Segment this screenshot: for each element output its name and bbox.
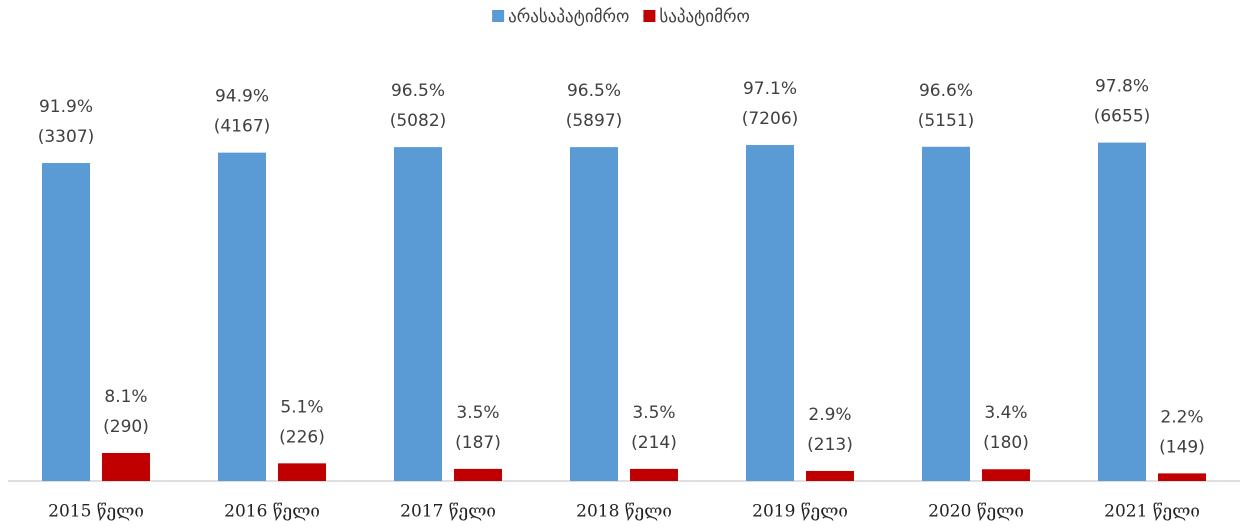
bar — [1098, 142, 1146, 481]
data-label: 96.5% — [567, 81, 621, 101]
x-tick-label: 2017 წელი — [400, 502, 496, 522]
data-label: 97.1% — [743, 79, 797, 99]
data-label: 8.1% — [104, 387, 147, 407]
data-label: 3.5% — [456, 403, 499, 423]
data-label: 2.2% — [1160, 407, 1203, 427]
data-label: 96.6% — [919, 81, 973, 101]
data-label: (5151) — [918, 111, 975, 131]
data-label: (4167) — [214, 117, 271, 137]
data-label: (149) — [1159, 437, 1205, 457]
data-label: 2.9% — [808, 405, 851, 425]
data-label: (7206) — [742, 109, 799, 129]
bar — [454, 468, 502, 481]
data-label: 91.9% — [39, 97, 93, 117]
legend-swatch — [492, 10, 505, 22]
data-label: 96.5% — [391, 81, 445, 101]
data-label: (6655) — [1094, 107, 1151, 127]
legend-label: არასაპატიმრო — [508, 7, 629, 27]
data-label: (180) — [983, 433, 1029, 453]
data-label: 94.9% — [215, 87, 269, 107]
data-label: (5082) — [390, 111, 447, 131]
bar — [102, 452, 150, 481]
x-tick-label: 2018 წელი — [576, 502, 672, 522]
data-label: (5897) — [566, 111, 623, 131]
data-label: (3307) — [38, 127, 95, 147]
legend-swatch — [643, 10, 656, 22]
bar — [922, 146, 970, 481]
data-label: (214) — [631, 433, 677, 453]
legend: არასაპატიმრო საპატიმრო — [492, 7, 750, 27]
data-label: 3.5% — [632, 403, 675, 423]
x-tick-label: 2016 წელი — [224, 502, 320, 522]
bar — [630, 468, 678, 481]
x-tick-label: 2020 წელი — [928, 502, 1024, 522]
bar — [394, 147, 442, 482]
bar — [982, 469, 1030, 481]
bar — [806, 470, 854, 481]
bar — [746, 145, 794, 481]
data-label: 5.1% — [280, 397, 323, 417]
data-label: 3.4% — [984, 403, 1027, 423]
bar — [42, 163, 90, 481]
bar — [218, 152, 266, 481]
data-label: (226) — [279, 427, 325, 447]
data-label: (290) — [103, 417, 149, 437]
x-tick-label: 2019 წელი — [752, 502, 848, 522]
data-label: 97.8% — [1095, 77, 1149, 97]
data-label: (213) — [807, 435, 853, 455]
x-tick-label: 2021 წელი — [1104, 502, 1200, 522]
bar — [1158, 473, 1206, 481]
bar — [570, 147, 618, 482]
x-tick-label: 2015 წელი — [48, 502, 144, 522]
bar — [278, 463, 326, 481]
legend-label: საპატიმრო — [659, 7, 749, 27]
data-label: (187) — [455, 433, 501, 453]
